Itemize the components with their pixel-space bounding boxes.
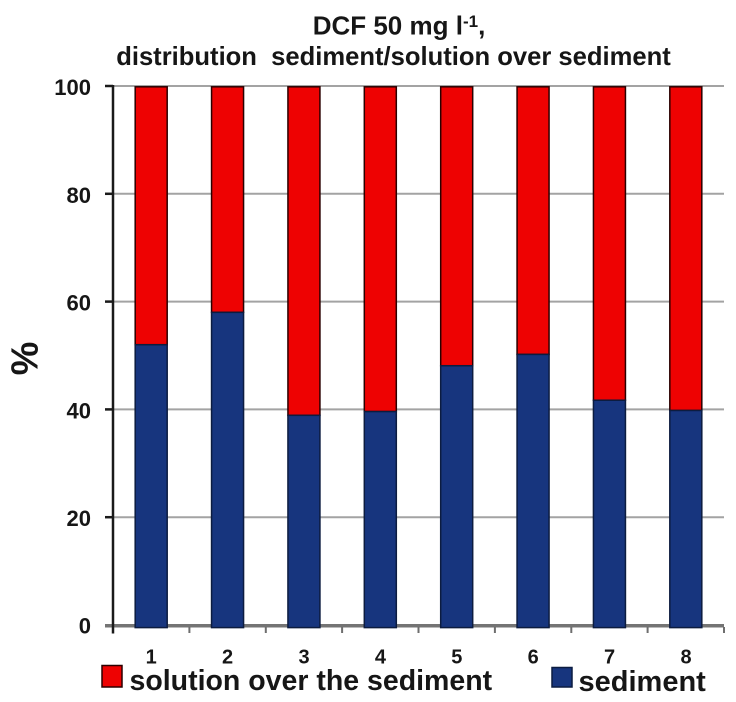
svg-text:2: 2 (222, 647, 233, 669)
svg-text:6: 6 (528, 647, 539, 669)
svg-text:DCF 50 mg l-1,: DCF 50 mg l-1, (313, 11, 486, 41)
svg-text:60: 60 (67, 291, 91, 316)
svg-text:4: 4 (375, 647, 387, 669)
svg-text:sediment: sediment (579, 666, 707, 698)
svg-text:distribution sediment/solutio: distribution sediment/solution over sedi… (116, 43, 671, 71)
svg-text:3: 3 (298, 647, 309, 669)
svg-text:20: 20 (67, 506, 91, 531)
svg-text:100: 100 (54, 75, 91, 100)
svg-text:0: 0 (79, 614, 91, 639)
svg-text:80: 80 (67, 183, 91, 208)
svg-text:7: 7 (604, 647, 615, 669)
svg-text:8: 8 (680, 647, 691, 669)
svg-text:1: 1 (146, 647, 157, 669)
svg-text:solution over the sediment: solution over the sediment (130, 665, 493, 697)
svg-text:5: 5 (451, 647, 462, 669)
svg-text:%: % (4, 342, 46, 376)
svg-text:40: 40 (67, 398, 91, 423)
